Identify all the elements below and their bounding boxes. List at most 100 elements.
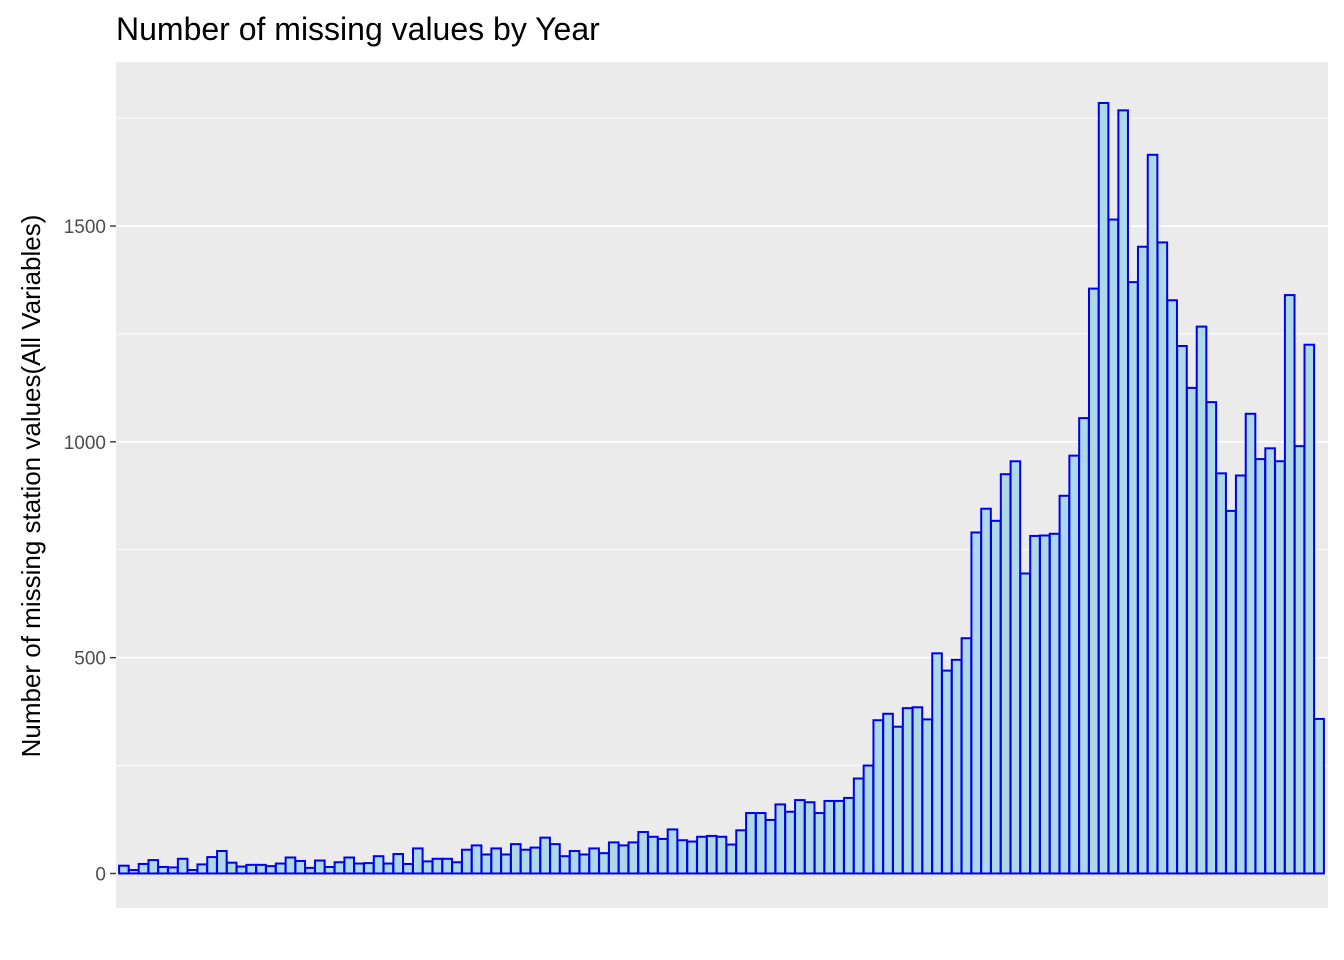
bar	[1166, 299, 1178, 875]
bar	[363, 862, 375, 875]
bar	[1019, 572, 1032, 875]
bar	[676, 839, 689, 875]
bar	[999, 473, 1012, 875]
bar	[1038, 534, 1051, 875]
bar	[314, 859, 326, 875]
bar	[147, 859, 160, 875]
bar	[617, 844, 630, 875]
bar	[1313, 717, 1325, 875]
bar	[1146, 153, 1159, 875]
bar	[1107, 218, 1120, 875]
y-tick-label: 1500	[64, 217, 106, 238]
bar	[862, 764, 875, 875]
bar	[1293, 445, 1306, 875]
bar	[1068, 454, 1080, 875]
bar	[441, 857, 453, 875]
bar	[715, 835, 728, 875]
bar	[265, 865, 277, 875]
bar	[1234, 474, 1247, 875]
bar	[1127, 281, 1139, 875]
bar	[607, 841, 620, 875]
bar	[412, 847, 424, 875]
bar	[901, 707, 914, 875]
bar	[764, 818, 777, 875]
bar	[1136, 245, 1149, 875]
bar	[911, 706, 924, 875]
bars	[118, 102, 1325, 875]
bar	[598, 852, 610, 875]
bar	[216, 850, 228, 875]
bar	[137, 862, 150, 875]
y-tick-label: 500	[74, 649, 106, 670]
bar	[882, 712, 894, 875]
bar	[1185, 386, 1198, 875]
bar	[1058, 494, 1071, 875]
bar	[960, 637, 973, 875]
bar	[500, 853, 512, 875]
bar	[255, 863, 267, 875]
bar	[519, 848, 532, 875]
bar	[529, 846, 542, 875]
bar	[549, 843, 561, 875]
bar	[666, 828, 679, 875]
bar	[127, 869, 140, 875]
bar	[950, 658, 963, 875]
bar	[833, 799, 845, 875]
bar	[1215, 472, 1227, 875]
bar	[353, 862, 365, 875]
bar	[941, 669, 953, 875]
bar	[803, 801, 816, 875]
bar	[735, 829, 747, 875]
y-axis: 0 500 1000 1500	[64, 217, 116, 885]
bar	[1254, 458, 1267, 875]
bar	[1244, 412, 1257, 875]
bar	[157, 865, 169, 875]
bar	[1117, 109, 1129, 875]
bar	[852, 777, 865, 875]
bar	[421, 860, 434, 875]
bar	[451, 861, 463, 875]
bar	[558, 855, 571, 875]
bar	[1205, 401, 1218, 875]
bar	[402, 862, 414, 875]
bar	[588, 847, 600, 875]
bar	[656, 837, 669, 875]
bar	[1078, 417, 1090, 875]
bar	[686, 840, 698, 875]
bar	[167, 866, 179, 875]
bar	[705, 834, 718, 875]
bar	[304, 866, 316, 875]
bar	[196, 863, 209, 875]
bar	[696, 835, 708, 875]
bar	[823, 799, 836, 875]
bar	[245, 863, 258, 875]
bar	[186, 869, 199, 875]
bar	[1097, 102, 1110, 875]
bar	[568, 850, 581, 875]
bar	[892, 725, 904, 875]
chart-title: Number of missing values by Year	[116, 11, 600, 47]
bar	[980, 507, 992, 875]
bar	[470, 844, 483, 875]
bar	[725, 843, 738, 875]
bar	[1264, 447, 1276, 875]
bar	[284, 856, 297, 875]
bar	[647, 835, 659, 875]
bar	[294, 859, 307, 875]
bar	[1048, 532, 1061, 875]
bar	[206, 856, 218, 875]
bar	[784, 810, 796, 875]
bar	[794, 799, 806, 875]
bar	[392, 853, 405, 875]
y-tick-label: 0	[95, 864, 106, 885]
bar	[627, 841, 640, 875]
bar	[1009, 460, 1022, 875]
bar	[843, 796, 855, 875]
bar	[176, 857, 189, 875]
bar	[1087, 287, 1100, 875]
bar	[323, 865, 336, 875]
bar	[372, 855, 385, 875]
bar	[333, 861, 346, 875]
bar	[1303, 343, 1316, 875]
bar	[872, 719, 885, 875]
